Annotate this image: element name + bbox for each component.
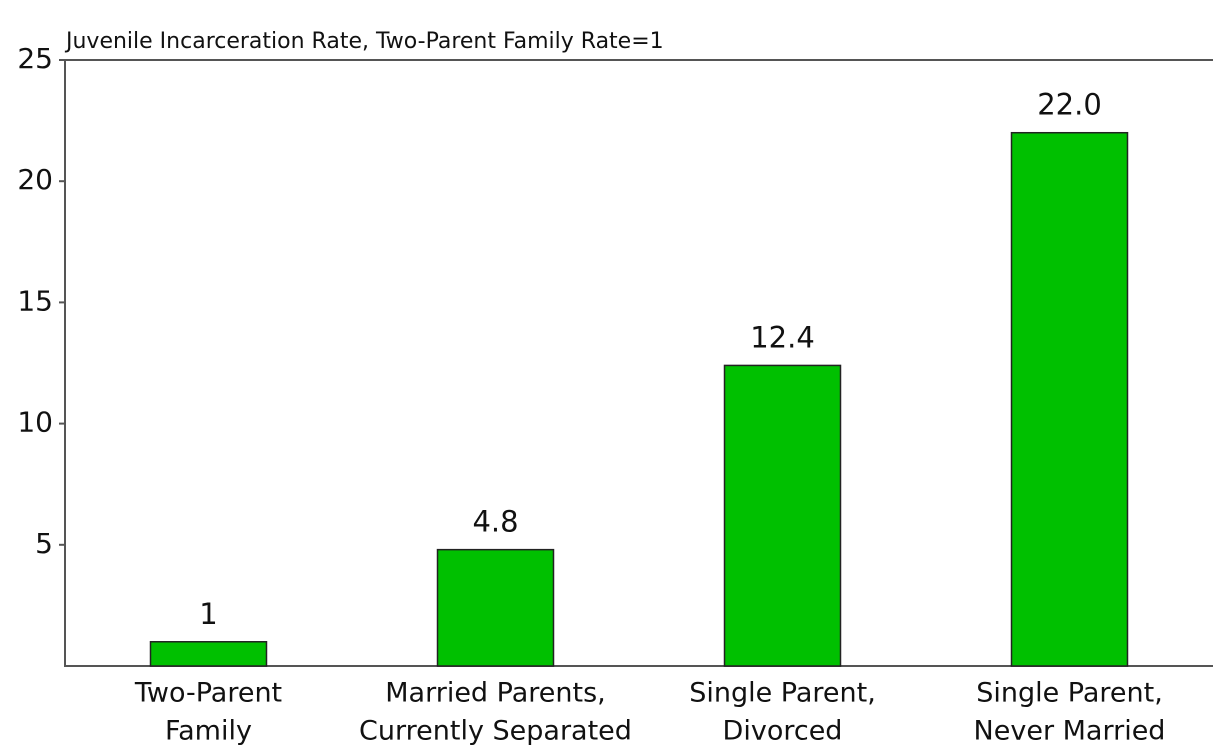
bar: [436, 548, 555, 667]
data-label: 4.8: [472, 505, 518, 539]
x-tick-label: Divorced: [723, 716, 843, 747]
bar: [149, 641, 268, 667]
data-label: 1: [199, 597, 217, 631]
y-tick-label: 15: [17, 284, 53, 317]
x-tick-label: Married Parents,: [385, 678, 605, 709]
y-tick-label: 5: [35, 527, 53, 560]
bar: [723, 364, 842, 667]
x-tick-label: Single Parent,: [689, 678, 876, 709]
y-tick-label: 20: [17, 163, 53, 196]
data-label: 22.0: [1037, 88, 1102, 122]
data-label: 12.4: [750, 320, 815, 354]
bar: [1010, 131, 1129, 667]
x-tick-label: Single Parent,: [976, 678, 1163, 709]
y-tick-label: 10: [17, 406, 53, 439]
x-tick-label: Currently Separated: [359, 716, 632, 747]
x-tick-label: Two-Parent: [134, 678, 282, 709]
y-tick-label: 25: [17, 42, 53, 75]
x-tick-label: Family: [165, 716, 252, 747]
x-tick-label: Never Married: [974, 716, 1166, 747]
y-axis-label: Juvenile Incarceration Rate, Two-Parent …: [64, 29, 664, 54]
